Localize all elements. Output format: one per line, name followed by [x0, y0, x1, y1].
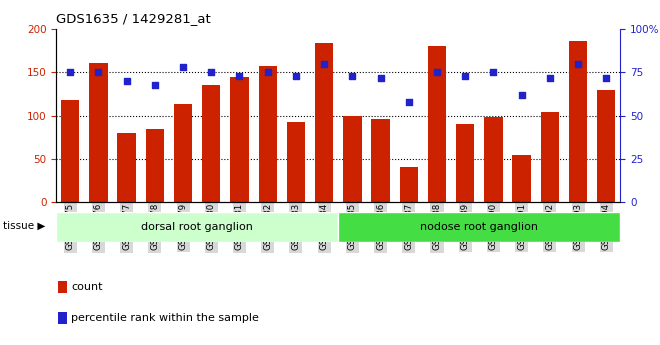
Text: percentile rank within the sample: percentile rank within the sample: [71, 314, 259, 323]
Bar: [541, 112, 559, 202]
Bar: [117, 133, 136, 202]
Point: [601, 75, 612, 80]
Point: [234, 73, 245, 79]
Point: [516, 92, 527, 98]
Bar: [456, 124, 475, 202]
Bar: [61, 100, 79, 202]
Text: nodose root ganglion: nodose root ganglion: [420, 222, 539, 232]
Bar: [202, 85, 220, 202]
Bar: [484, 117, 503, 202]
Point: [460, 73, 471, 79]
Bar: [315, 43, 333, 202]
Bar: [338, 212, 620, 241]
Point: [150, 82, 160, 87]
Point: [376, 75, 386, 80]
Point: [403, 99, 414, 105]
Point: [573, 61, 583, 67]
Text: count: count: [71, 283, 103, 292]
Point: [178, 65, 188, 70]
Point: [93, 70, 104, 75]
Point: [319, 61, 329, 67]
Bar: [343, 116, 362, 202]
Bar: [399, 167, 418, 202]
Point: [544, 75, 555, 80]
Bar: [89, 63, 108, 202]
Bar: [230, 77, 249, 202]
Text: dorsal root ganglion: dorsal root ganglion: [141, 222, 253, 232]
Bar: [569, 41, 587, 202]
Bar: [512, 155, 531, 202]
Text: GDS1635 / 1429281_at: GDS1635 / 1429281_at: [56, 12, 211, 25]
Point: [121, 78, 132, 84]
Bar: [372, 119, 390, 202]
Point: [263, 70, 273, 75]
Bar: [259, 66, 277, 202]
Point: [488, 70, 499, 75]
Bar: [146, 128, 164, 202]
Bar: [428, 46, 446, 202]
Text: tissue ▶: tissue ▶: [3, 221, 46, 231]
Bar: [597, 90, 616, 202]
Bar: [174, 104, 192, 202]
Bar: [286, 122, 305, 202]
Point: [290, 73, 301, 79]
Point: [65, 70, 75, 75]
Point: [206, 70, 216, 75]
Point: [347, 73, 358, 79]
Point: [432, 70, 442, 75]
Bar: [56, 212, 338, 241]
